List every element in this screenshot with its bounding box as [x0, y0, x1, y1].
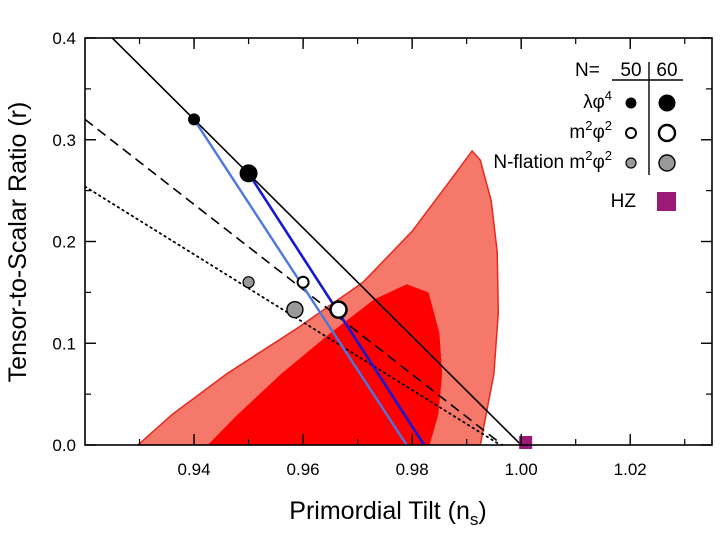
legend-marker-hz [657, 192, 676, 211]
x-tick-label: 0.96 [287, 460, 320, 479]
lambda-phi4-N50-marker [188, 113, 201, 126]
x-tick-label: 1.00 [505, 460, 538, 479]
legend-label-nflation: N-flation m2φ2 [493, 148, 612, 173]
y-tick-label: 0.4 [52, 29, 76, 48]
m2phi2-N50-marker [296, 275, 310, 289]
y-axis-title: Tensor-to-Scalar Ratio (r) [4, 102, 32, 383]
x-axis-title: Primordial Tilt (ns) [289, 497, 486, 529]
dotted-line [85, 185, 502, 445]
y-tick-label: 0.3 [52, 131, 76, 150]
legend-marker-m2phi2-n60 [657, 123, 677, 143]
confidence-regions [136, 149, 500, 445]
y-tick-label: 0.2 [52, 233, 76, 252]
inner-confidence-region [207, 284, 443, 445]
legend-marker-nflation-n60 [658, 154, 676, 172]
y-tick-label: 0.0 [52, 436, 76, 455]
legend-marker-m2phi2-n50 [625, 127, 637, 139]
legend-label-hz: HZ [611, 191, 637, 212]
legend-marker-lambda-phi4-n60 [658, 94, 676, 112]
axis-ticks: 0.94 0.96 0.98 1.00 1.02 0.0 0.1 0.2 0.3 0.4 [52, 29, 712, 479]
lambda-phi4-N60-marker [239, 164, 258, 183]
x-tick-label: 1.02 [614, 460, 647, 479]
nflation-N50-marker [242, 276, 255, 289]
legend-col-60: 60 [656, 60, 677, 81]
legend-col-50: 50 [620, 60, 641, 81]
legend-label-m2phi2: m2φ2 [569, 118, 612, 143]
nflation-N60-marker [286, 300, 304, 319]
m2phi2-N60-marker [329, 300, 348, 319]
legend-label-lambda-phi4: λφ4 [583, 88, 612, 113]
dashed-line [85, 118, 504, 445]
legend-header-n: N= [575, 60, 600, 81]
x-tick-label: 0.98 [396, 460, 429, 479]
legend: N= 50 60 λφ4 m2φ2 N-flation m2φ2 HZ [493, 60, 683, 212]
lambda-phi4-line [111, 38, 522, 445]
x-tick-label: 0.94 [177, 460, 210, 479]
legend-marker-nflation-n50 [625, 157, 637, 169]
legend-marker-lambda-phi4-n50 [625, 97, 637, 109]
data-markers [188, 113, 533, 449]
y-tick-label: 0.1 [52, 334, 76, 353]
